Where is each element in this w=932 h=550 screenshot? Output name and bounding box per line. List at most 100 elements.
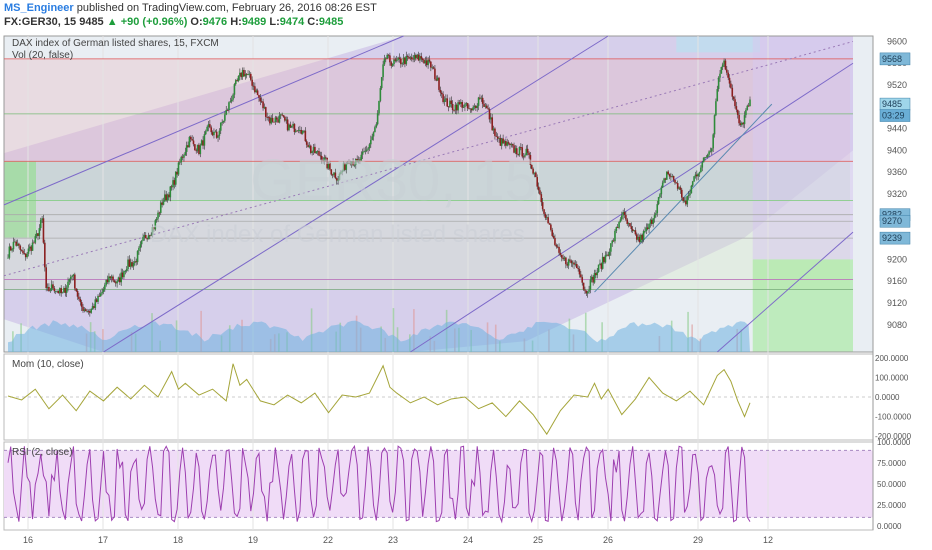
- candle: [213, 131, 215, 136]
- price-tick-label: 9520: [887, 80, 907, 90]
- candle: [419, 56, 421, 61]
- candle: [177, 162, 180, 175]
- candle: [86, 311, 88, 312]
- candle: [496, 136, 499, 139]
- candle: [601, 256, 604, 269]
- candle: [719, 73, 721, 78]
- candle: [149, 235, 151, 237]
- candle: [180, 156, 183, 163]
- candle: [59, 288, 61, 294]
- candle: [479, 97, 481, 99]
- candle: [26, 253, 28, 258]
- candle: [289, 124, 292, 128]
- candle: [588, 289, 590, 292]
- candle: [142, 237, 144, 241]
- candle: [612, 240, 615, 242]
- candle: [349, 163, 352, 165]
- candle: [626, 219, 629, 224]
- candle: [394, 59, 397, 61]
- candle: [435, 79, 438, 81]
- candle: [176, 171, 178, 175]
- candle: [629, 223, 631, 227]
- candle: [99, 293, 102, 297]
- candle: [539, 190, 541, 195]
- candle: [76, 290, 79, 297]
- candle: [567, 259, 570, 266]
- candle: [584, 289, 586, 291]
- candle: [38, 228, 41, 236]
- candle: [9, 246, 12, 251]
- candle: [244, 74, 247, 77]
- candle: [279, 114, 282, 116]
- candle: [252, 85, 255, 87]
- candle: [304, 130, 307, 142]
- author-link[interactable]: MS_Engineer: [4, 2, 74, 14]
- x-tick-label: 19: [248, 535, 258, 545]
- candle: [46, 286, 49, 289]
- candle: [91, 306, 94, 309]
- candle: [282, 115, 285, 117]
- candle: [97, 295, 99, 302]
- candle: [393, 59, 395, 65]
- candle: [385, 58, 387, 60]
- candle: [450, 100, 453, 104]
- candle: [412, 58, 414, 60]
- candle: [61, 292, 64, 294]
- candle: [644, 230, 646, 232]
- candle: [314, 146, 316, 154]
- candle: [641, 234, 644, 240]
- candle: [150, 234, 153, 236]
- candle: [20, 249, 23, 251]
- candle: [623, 212, 626, 215]
- candle: [221, 122, 223, 124]
- x-tick-label: 16: [23, 535, 33, 545]
- candle: [417, 54, 420, 61]
- candle: [117, 277, 120, 282]
- candle: [106, 279, 109, 283]
- candle: [515, 148, 518, 155]
- candle: [687, 195, 690, 197]
- candle: [323, 157, 326, 161]
- x-tick-label: 17: [98, 535, 108, 545]
- candle: [747, 105, 750, 107]
- candle: [693, 176, 695, 182]
- candle: [683, 200, 686, 202]
- candle: [667, 171, 669, 175]
- candle: [89, 311, 91, 313]
- candle: [676, 183, 679, 189]
- chart-canvas[interactable]: GER30, 15 DAX index of German listed shar…: [0, 30, 932, 550]
- candle: [318, 151, 320, 156]
- candle: [224, 114, 226, 121]
- candle: [386, 54, 388, 59]
- ohlc-line: FX:GER30, 15 9485 ▲ +90 (+0.96%) O:9476 …: [4, 16, 343, 28]
- candle: [570, 260, 573, 264]
- candle: [147, 235, 150, 240]
- candle: [675, 182, 678, 184]
- candle: [69, 276, 72, 280]
- low-value: 9474: [279, 16, 305, 28]
- candle: [465, 103, 468, 105]
- candle: [619, 219, 622, 223]
- candle: [566, 264, 569, 266]
- volume-bar: [413, 309, 415, 352]
- candle: [338, 173, 341, 180]
- candle: [476, 105, 479, 109]
- candle: [108, 276, 110, 283]
- candle: [233, 84, 236, 95]
- candle: [530, 164, 533, 169]
- candle: [390, 62, 393, 66]
- candle: [269, 117, 271, 124]
- candle: [451, 103, 454, 111]
- candle: [652, 218, 654, 224]
- candle: [162, 201, 165, 205]
- volume-bar: [601, 322, 603, 352]
- candle: [18, 243, 20, 246]
- candle: [101, 291, 103, 294]
- candle: [547, 217, 549, 224]
- candle: [622, 212, 624, 216]
- candle: [656, 204, 659, 214]
- rsi-title: RSI (2, close): [12, 447, 73, 458]
- candle: [500, 138, 503, 146]
- candle: [554, 237, 556, 245]
- candle: [616, 227, 619, 228]
